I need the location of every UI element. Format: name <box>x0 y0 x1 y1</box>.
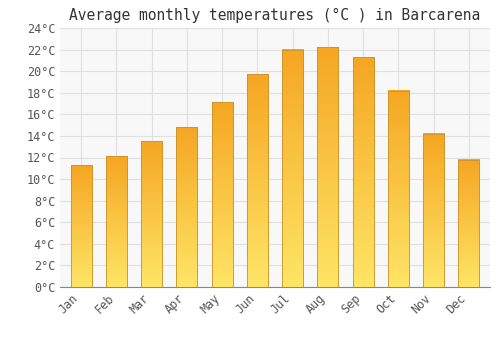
Bar <box>247 75 268 287</box>
Bar <box>70 165 92 287</box>
Title: Average monthly temperatures (°C ) in Barcarena: Average monthly temperatures (°C ) in Ba… <box>70 8 480 23</box>
Bar <box>141 141 162 287</box>
Bar <box>458 160 479 287</box>
Bar <box>423 134 444 287</box>
Bar <box>106 156 127 287</box>
Bar <box>318 48 338 287</box>
Bar <box>388 91 409 287</box>
Bar <box>282 50 303 287</box>
Bar <box>352 57 374 287</box>
Bar <box>176 127 198 287</box>
Bar <box>212 103 233 287</box>
